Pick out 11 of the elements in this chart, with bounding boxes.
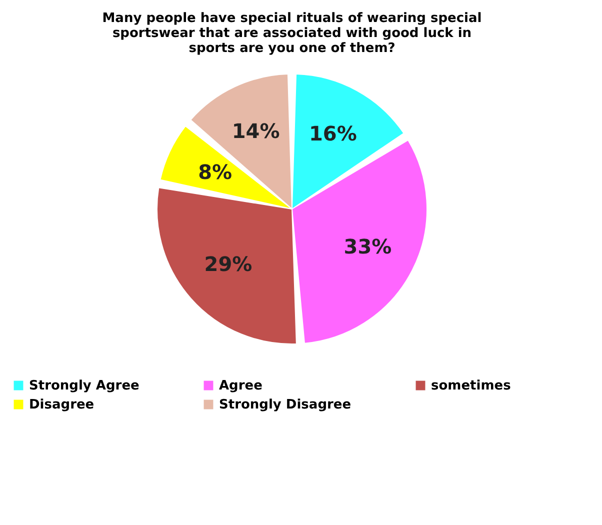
legend-label: Agree bbox=[219, 378, 263, 394]
legend-label: Strongly Disagree bbox=[219, 398, 352, 412]
legend-label: Strongly Agree bbox=[29, 378, 140, 394]
data-label: 14% bbox=[232, 119, 280, 144]
data-label: 8% bbox=[198, 160, 232, 184]
data-label: 29% bbox=[204, 252, 252, 276]
legend-label: sometimes bbox=[431, 378, 512, 394]
legend-label: Disagree bbox=[29, 398, 94, 412]
data-label: 33% bbox=[344, 234, 392, 259]
chart-title: Many people have special rituals of wearing special sportswear that are associated with good luck in sports are you one of them? bbox=[102, 11, 482, 56]
data-label: 16% bbox=[309, 122, 357, 146]
